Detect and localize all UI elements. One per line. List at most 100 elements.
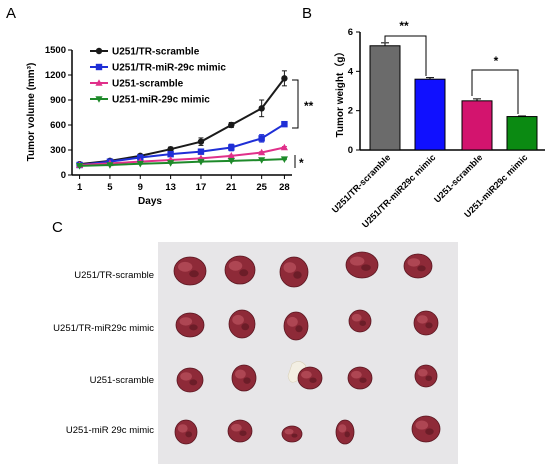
bar-1: [369, 45, 401, 151]
legend-label: U251-scramble: [112, 79, 184, 90]
line-chart-x-title: Days: [138, 196, 162, 207]
data-point: [258, 157, 266, 164]
tumor-r2-c5-highlight: [417, 315, 428, 324]
line-chart-x-tick-label: 13: [165, 182, 176, 193]
data-point: [258, 105, 265, 112]
data-point: [137, 154, 144, 161]
bar-category-label: U251/TR-miR29c mimic: [360, 152, 437, 229]
tumor-r3-c4: [347, 366, 373, 390]
panel-letter-b: B: [302, 5, 312, 22]
tumor-r1-c4-highlight: [350, 256, 365, 266]
tumor-r3-c4-highlight: [351, 370, 362, 379]
tumor-r3-c5-shadow: [425, 375, 433, 381]
tumor-r4-c2-shadow: [239, 430, 247, 436]
tumor-r2-c3: [283, 311, 309, 341]
bar-chart-y-tick-label: 0: [348, 145, 353, 156]
bar-bracket-single-star: [471, 69, 519, 114]
tumor-r3-c2-shadow: [243, 377, 251, 384]
line-chart-x-tick-label: 5: [107, 182, 113, 193]
tumor-r1-c4-shadow: [361, 264, 371, 271]
data-point: [228, 121, 235, 129]
data-point: [197, 158, 205, 166]
tumor-photo-panel: U251/TR-scramble U251/TR-miR29c mimic U2…: [53, 242, 458, 464]
tumor-r2-c2-highlight: [232, 314, 244, 325]
legend-marker: [95, 96, 103, 103]
photo-background: [158, 242, 458, 464]
line-series-1: [79, 77, 286, 166]
tumor-r3-c2-highlight: [235, 369, 246, 379]
data-point: [228, 144, 235, 151]
tumor-r2-c4-shadow: [359, 320, 367, 326]
line-chart-y-tick-label: 1500: [45, 45, 66, 56]
tumor-r2-c1-highlight: [179, 317, 193, 326]
tumor-r4-c4: [335, 419, 355, 445]
tumor-r4-c2: [227, 419, 253, 443]
tumor-r3-c3-highlight: [301, 370, 312, 379]
data-point: [167, 145, 174, 153]
tumor-r2-c1: [175, 312, 205, 338]
tumor-r1-c4: [345, 251, 379, 279]
bracket-double-star: [292, 79, 299, 129]
tumor-r3-c3: [297, 366, 323, 390]
tumor-r4-c2-highlight: [231, 423, 242, 432]
tumor-r1-c1: [173, 256, 207, 286]
data-point: [227, 158, 235, 165]
line-chart-y-title: Tumor volume (mm³): [26, 63, 37, 162]
tumor-r2-c5: [413, 310, 439, 336]
photo-row-label-2: U251/TR-miR29c mimic: [53, 323, 154, 334]
line-chart-y-tick-label: 900: [50, 95, 66, 106]
sig-single-star-a: *: [299, 156, 304, 170]
data-point: [258, 148, 266, 156]
data-point: [167, 150, 174, 158]
tumor-r3-c4-shadow: [359, 377, 367, 383]
line-chart-y-tick-label: 0: [61, 170, 66, 181]
line-chart-x-tick-label: 1: [77, 182, 83, 193]
data-point: [167, 160, 175, 167]
line-chart-x-tick-label: 28: [279, 182, 290, 193]
tumor-r1-c1-highlight: [178, 261, 193, 272]
line-chart-x-tick-label: 25: [256, 182, 267, 193]
bar-chart-y-tick-label: 4: [348, 66, 354, 77]
tumor-r1-c5: [403, 253, 433, 279]
photo-row-label-4: U251-miR 29c mimic: [66, 425, 154, 436]
tumor-r2-c2: [228, 309, 256, 339]
data-point: [281, 75, 288, 82]
bar-chart-y-tick-label: 6: [348, 27, 353, 38]
tumor-r3-c1-shadow: [189, 379, 198, 386]
data-point: [281, 120, 288, 128]
tumor-r3-c1-highlight: [180, 372, 192, 381]
line-chart-tumor-volume: 0 300 600 900 1200 1500 1 5 9 13 17 21 25 28 Days Tu…: [26, 45, 314, 207]
line-series-2: [79, 123, 285, 166]
legend-marker: [95, 79, 103, 86]
photo-row-label-3: U251-scramble: [90, 375, 154, 386]
tumor-r1-c2-shadow: [239, 269, 249, 277]
data-point: [258, 135, 265, 142]
tumor-r4-c5: [411, 415, 441, 443]
data-point: [227, 152, 235, 159]
data-point: [136, 160, 144, 168]
tumor-r4-c5-highlight: [415, 420, 429, 430]
tumor-r4-c1: [174, 419, 198, 445]
tumor-r2-c1-shadow: [189, 324, 198, 331]
tumor-r4-c4-shadow: [344, 431, 350, 438]
tumor-r2-c4: [348, 309, 372, 333]
data-point: [106, 162, 114, 169]
sig-single-star-b: *: [494, 54, 499, 68]
data-point: [280, 143, 289, 151]
tumor-r1-c5-shadow: [417, 265, 426, 272]
line-chart-x-tick-label: 21: [226, 182, 237, 193]
tumor-r1-c1-shadow: [189, 270, 199, 278]
data-point: [280, 156, 289, 163]
line-series-3: [79, 146, 285, 166]
legend-marker: [95, 63, 103, 71]
tumor-r4-c5-shadow: [425, 428, 434, 435]
photo-row-label-1: U251/TR-scramble: [74, 270, 154, 281]
tumor-r3-c3-shadow: [309, 377, 317, 383]
tumor-r1-c3-highlight: [283, 262, 297, 273]
legend-marker: [95, 47, 103, 55]
tumor-r1-c5-highlight: [407, 258, 421, 267]
line-chart-y-tick-label: 300: [50, 145, 66, 156]
data-point: [75, 163, 84, 170]
tumor-r4-c3: [281, 425, 303, 443]
